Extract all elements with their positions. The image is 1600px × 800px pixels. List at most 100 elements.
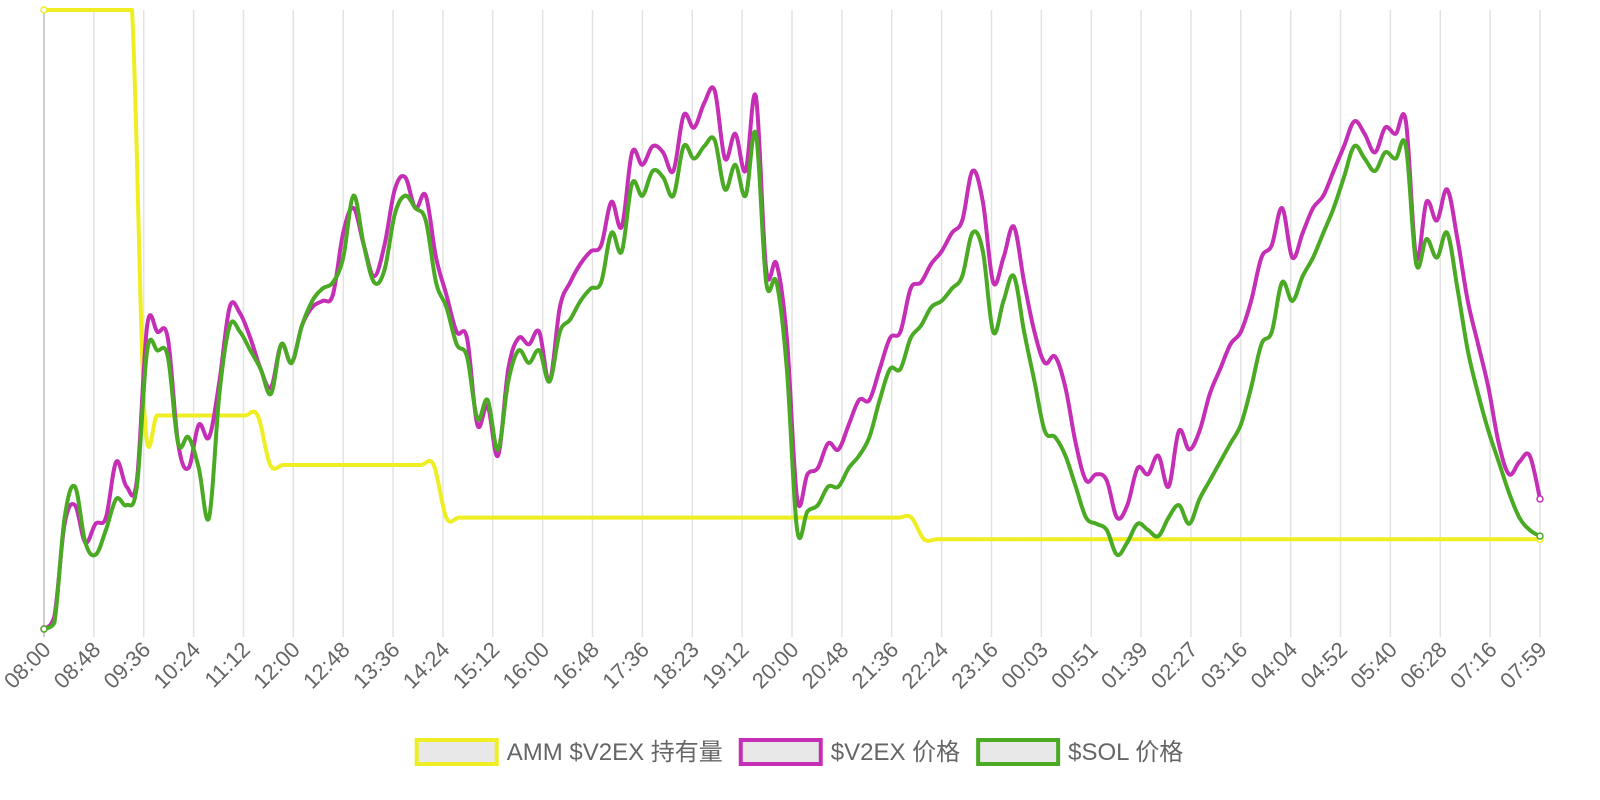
- data-point: [1527, 453, 1532, 458]
- data-point: [1536, 532, 1544, 540]
- data-point: [681, 113, 686, 118]
- data-point: [1104, 478, 1109, 483]
- data-point: [1269, 329, 1274, 334]
- data-point: [343, 463, 348, 467]
- data-point: [1362, 156, 1367, 161]
- data-point: [1362, 537, 1366, 542]
- data-point: [1373, 150, 1377, 155]
- data-point: [1060, 537, 1065, 542]
- data-point: [1403, 144, 1408, 149]
- data-point: [970, 230, 975, 235]
- data-point: [939, 299, 944, 303]
- data-point: [1135, 466, 1140, 470]
- data-point: [1115, 515, 1119, 520]
- data-point: [394, 463, 398, 467]
- data-point: [1063, 385, 1068, 390]
- data-point: [1236, 537, 1241, 542]
- data-point: [444, 305, 449, 310]
- data-point: [1053, 435, 1057, 440]
- data-point: [929, 261, 934, 266]
- data-point: [1434, 218, 1439, 223]
- data-point: [496, 447, 500, 452]
- data-point: [1238, 422, 1243, 427]
- data-point: [630, 150, 634, 155]
- data-point: [692, 156, 696, 161]
- data-point: [896, 515, 901, 520]
- data-point: [1166, 515, 1171, 520]
- data-point: [104, 528, 108, 532]
- x-tick-label: 00:03: [996, 637, 1053, 694]
- data-point: [1084, 515, 1088, 520]
- data-point: [1072, 537, 1077, 542]
- data-point: [1349, 537, 1354, 542]
- x-tick-label: 17:36: [597, 637, 654, 694]
- data-point: [898, 367, 903, 371]
- data-point: [423, 218, 428, 223]
- data-point: [1393, 156, 1398, 161]
- data-point: [186, 435, 191, 440]
- x-tick-label: 04:04: [1246, 637, 1303, 694]
- data-point: [227, 305, 232, 310]
- data-point: [746, 515, 750, 520]
- data-point: [1187, 521, 1192, 526]
- data-point: [922, 537, 926, 542]
- data-point: [507, 515, 512, 520]
- data-point: [1063, 453, 1068, 458]
- data-point: [1177, 503, 1181, 508]
- data-point: [1211, 537, 1216, 542]
- series-3: [40, 129, 1544, 633]
- data-point: [607, 515, 612, 520]
- data-point: [1342, 175, 1346, 180]
- data-point: [1187, 447, 1192, 452]
- data-point: [1383, 125, 1388, 130]
- data-point: [423, 193, 428, 198]
- data-point: [62, 515, 67, 520]
- data-point: [661, 175, 665, 180]
- data-point: [859, 515, 864, 520]
- data-point: [723, 156, 727, 161]
- data-point: [92, 8, 97, 12]
- data-point: [619, 224, 624, 229]
- x-tick-label: 07:59: [1495, 637, 1552, 694]
- data-point: [205, 413, 210, 418]
- data-point: [871, 515, 876, 520]
- data-point: [269, 391, 273, 396]
- data-point: [640, 193, 645, 198]
- data-point: [815, 503, 820, 508]
- x-tick-label: 14:24: [398, 637, 455, 694]
- data-point: [1311, 206, 1315, 210]
- data-point: [632, 515, 637, 520]
- data-point: [248, 336, 253, 340]
- data-point: [1269, 243, 1274, 248]
- data-point: [960, 218, 965, 223]
- data-point: [1455, 237, 1460, 241]
- data-point: [970, 169, 975, 173]
- data-point: [826, 484, 831, 489]
- data-point: [650, 144, 655, 149]
- data-point: [1536, 495, 1544, 503]
- legend-label: $V2EX 价格: [831, 739, 960, 766]
- data-point: [1403, 119, 1408, 124]
- data-point: [972, 537, 977, 542]
- data-point: [1146, 528, 1150, 532]
- data-point: [341, 230, 346, 235]
- data-point: [1094, 521, 1099, 526]
- series-1: [40, 6, 1544, 543]
- x-axis: 08:0008:4809:3610:2411:1212:0012:4813:36…: [0, 637, 1552, 694]
- data-point: [1321, 230, 1326, 235]
- data-point: [712, 138, 717, 142]
- data-point: [733, 515, 738, 520]
- data-point: [1525, 537, 1530, 542]
- data-point: [1010, 537, 1014, 542]
- data-point: [960, 274, 965, 279]
- data-point: [381, 463, 386, 467]
- data-point: [645, 515, 650, 520]
- data-point: [1290, 299, 1295, 303]
- data-point: [1135, 537, 1140, 542]
- data-point: [609, 199, 614, 204]
- data-point: [1022, 537, 1027, 542]
- data-point: [857, 398, 861, 402]
- data-point: [836, 484, 841, 489]
- data-point: [1399, 537, 1404, 542]
